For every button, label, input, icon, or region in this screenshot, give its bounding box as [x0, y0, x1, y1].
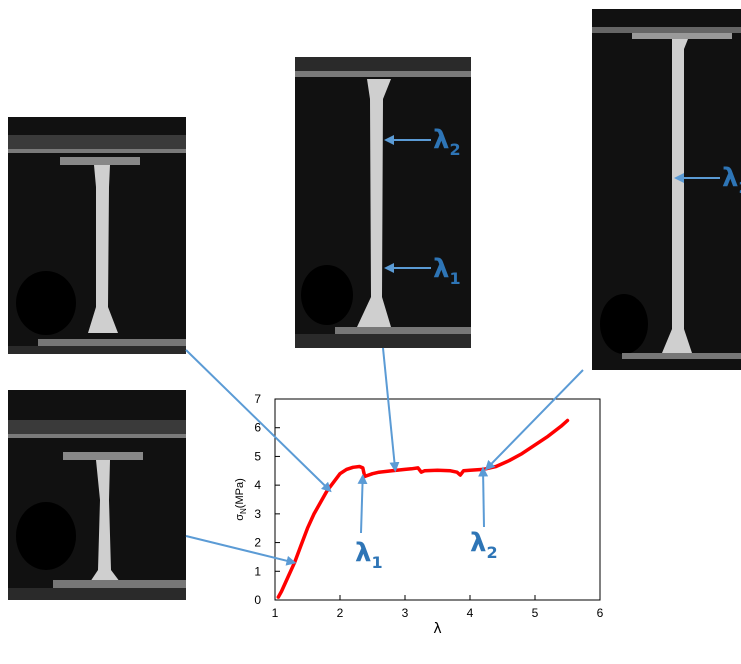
connector-arrow-2: [185, 349, 332, 493]
lambda1-marker-arrow: [357, 473, 368, 534]
photo-lambda1-label: λ1: [433, 254, 461, 288]
x-tick-label: 2: [337, 606, 344, 620]
photo-full-drawn: [592, 9, 741, 370]
chart-lambda2-label: λ2: [470, 528, 498, 562]
connector-arrow-3: [382, 347, 400, 473]
y-tick-label: 1: [254, 564, 261, 578]
y-tick-label: 6: [254, 421, 261, 435]
specimen-image: [8, 390, 186, 600]
lambda2-marker-arrow: [478, 466, 489, 528]
y-tick-label: 0: [254, 593, 261, 607]
x-tick-label: 6: [597, 606, 604, 620]
photo-neck-onset: [8, 117, 186, 354]
specimen-image: [295, 57, 471, 348]
x-tick-label: 5: [532, 606, 539, 620]
x-tick-label: 1: [272, 606, 279, 620]
stress-curve: [276, 418, 570, 599]
x-tick-label: 4: [467, 606, 474, 620]
y-tick-label: 7: [254, 392, 261, 406]
y-tick-label: 2: [254, 536, 261, 550]
photo-lambda2-label: λ2: [433, 125, 461, 159]
specimen-image: [592, 9, 741, 370]
photo-neck-propagation: [295, 57, 471, 348]
y-tick-label: 4: [254, 478, 261, 492]
photo-early-stretch: [8, 390, 186, 600]
y-tick-label: 5: [254, 449, 261, 463]
connector-arrow-1: [185, 535, 297, 566]
plot-frame: [274, 398, 601, 601]
y-tick-label: 3: [254, 507, 261, 521]
specimen-image: [8, 117, 186, 354]
x-axis-label: λ: [433, 621, 441, 637]
chart-lambda1-label: λ1: [355, 538, 383, 572]
y-axis-label: σN(MPa): [234, 478, 248, 521]
connector-arrow-4: [484, 369, 584, 471]
x-tick-label: 3: [402, 606, 409, 620]
photo-full-lambda2-label: λ2: [722, 163, 741, 196]
